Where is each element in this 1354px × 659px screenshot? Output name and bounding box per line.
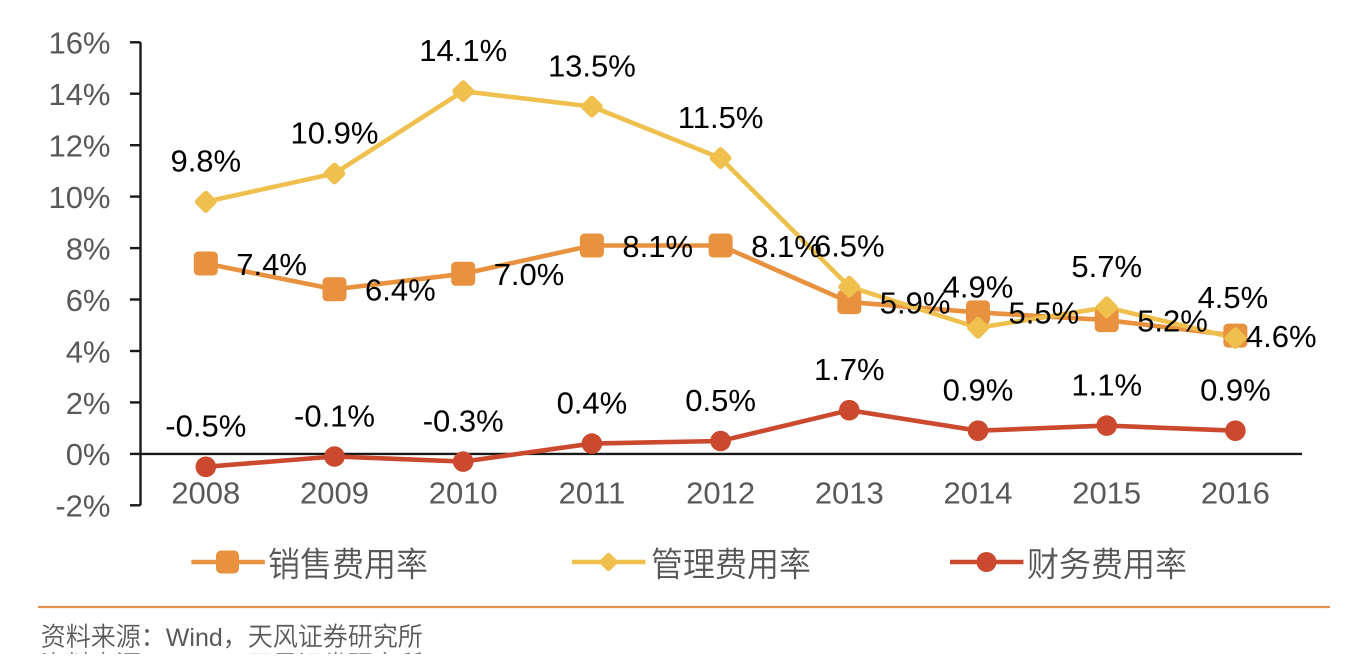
svg-text:-0.1%: -0.1% <box>294 398 375 433</box>
svg-text:0.9%: 0.9% <box>943 373 1014 408</box>
svg-text:0.9%: 0.9% <box>1200 373 1271 408</box>
svg-text:2013: 2013 <box>815 476 884 511</box>
svg-text:8.1%: 8.1% <box>622 229 693 264</box>
svg-text:9.8%: 9.8% <box>170 144 241 179</box>
svg-text:1.1%: 1.1% <box>1071 367 1142 402</box>
svg-text:4.6%: 4.6% <box>1246 319 1317 354</box>
svg-text:14%: 14% <box>48 77 110 112</box>
svg-text:5.2%: 5.2% <box>1137 303 1208 338</box>
svg-text:-2%: -2% <box>55 489 110 524</box>
svg-text:2010: 2010 <box>429 476 498 511</box>
svg-text:2012: 2012 <box>686 476 755 511</box>
svg-text:4.9%: 4.9% <box>943 270 1014 305</box>
svg-text:14.1%: 14.1% <box>419 33 507 68</box>
svg-text:5.5%: 5.5% <box>1009 296 1080 331</box>
svg-text:6%: 6% <box>66 283 111 318</box>
svg-text:0.5%: 0.5% <box>685 383 756 418</box>
svg-text:Wind: Wind <box>166 650 223 654</box>
svg-text:-0.5%: -0.5% <box>165 409 246 444</box>
svg-text:2009: 2009 <box>300 476 369 511</box>
svg-text:Wind: Wind <box>166 624 223 652</box>
svg-text:2015: 2015 <box>1072 476 1141 511</box>
svg-text:11.5%: 11.5% <box>678 100 764 135</box>
svg-text:0.4%: 0.4% <box>557 385 628 420</box>
svg-text:-0.3%: -0.3% <box>423 403 504 438</box>
svg-text:2%: 2% <box>66 386 111 421</box>
svg-text:12%: 12% <box>48 129 110 164</box>
svg-text:2016: 2016 <box>1201 476 1270 511</box>
svg-text:4%: 4% <box>66 334 111 369</box>
svg-text:4.5%: 4.5% <box>1198 280 1269 315</box>
svg-text:5.9%: 5.9% <box>880 285 951 320</box>
svg-text:5.7%: 5.7% <box>1071 249 1142 284</box>
svg-text:0%: 0% <box>66 437 111 472</box>
svg-text:2008: 2008 <box>171 476 240 511</box>
svg-text:10.9%: 10.9% <box>291 115 379 150</box>
svg-text:7.0%: 7.0% <box>494 257 565 292</box>
svg-text:16%: 16% <box>48 26 110 61</box>
svg-text:13.5%: 13.5% <box>548 48 636 83</box>
svg-text:8%: 8% <box>66 231 111 266</box>
svg-text:2011: 2011 <box>559 476 626 511</box>
svg-text:10%: 10% <box>48 180 110 215</box>
svg-text:6.4%: 6.4% <box>365 273 436 308</box>
svg-text:2014: 2014 <box>944 476 1013 511</box>
svg-text:6.5%: 6.5% <box>814 229 885 264</box>
svg-text:7.4%: 7.4% <box>236 247 307 282</box>
svg-text:1.7%: 1.7% <box>814 352 885 387</box>
svg-text:8.1%: 8.1% <box>751 229 822 264</box>
